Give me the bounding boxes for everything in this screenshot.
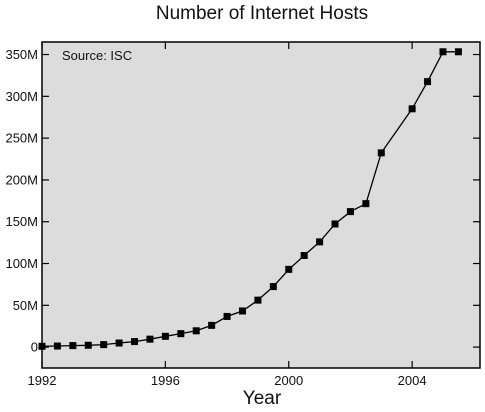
y-tick-label: 50M — [13, 298, 38, 313]
data-point — [84, 341, 92, 349]
y-axis: 0 50M 100M 150M 200M 250M 300M 350M — [5, 47, 480, 355]
data-point — [377, 149, 385, 157]
y-tick-label: 0 — [31, 340, 38, 355]
data-point — [192, 327, 200, 335]
data-point — [131, 338, 139, 346]
data-point — [208, 321, 216, 329]
source-annotation: Source: ISC — [62, 48, 132, 63]
x-tick-label: 1992 — [28, 373, 57, 388]
data-point — [100, 341, 108, 349]
y-tick-label: 200M — [5, 172, 38, 187]
chart-title: Number of Internet Hosts — [156, 3, 368, 24]
x-axis: 1992 1996 2000 2004 — [28, 42, 427, 388]
series-layer — [38, 48, 462, 350]
y-tick-label: 300M — [5, 89, 38, 104]
data-point — [285, 265, 293, 273]
data-point — [146, 335, 154, 343]
plot-area — [41, 41, 481, 369]
y-tick-label: 350M — [5, 47, 38, 62]
data-point — [439, 48, 447, 56]
data-point — [177, 330, 185, 338]
data-point — [269, 283, 277, 291]
data-point — [254, 296, 262, 304]
data-point — [38, 342, 46, 350]
data-point — [454, 48, 462, 56]
x-axis-label: Year — [243, 388, 282, 407]
y-tick-label: 150M — [5, 214, 38, 229]
data-point — [223, 312, 231, 320]
data-point — [362, 200, 370, 208]
y-tick-label: 250M — [5, 131, 38, 146]
data-point — [300, 251, 308, 259]
data-point — [238, 307, 246, 315]
x-tick-label: 2004 — [398, 373, 427, 388]
data-point — [316, 238, 324, 246]
data-point — [346, 208, 354, 216]
data-point — [408, 105, 416, 113]
data-point — [331, 220, 339, 228]
x-tick-label: 2000 — [274, 373, 303, 388]
data-point — [424, 78, 432, 86]
x-tick-label: 1996 — [151, 373, 180, 388]
y-tick-label: 100M — [5, 256, 38, 271]
data-point — [115, 339, 123, 347]
data-point — [69, 342, 77, 350]
data-point — [53, 342, 61, 350]
data-point — [161, 332, 169, 340]
